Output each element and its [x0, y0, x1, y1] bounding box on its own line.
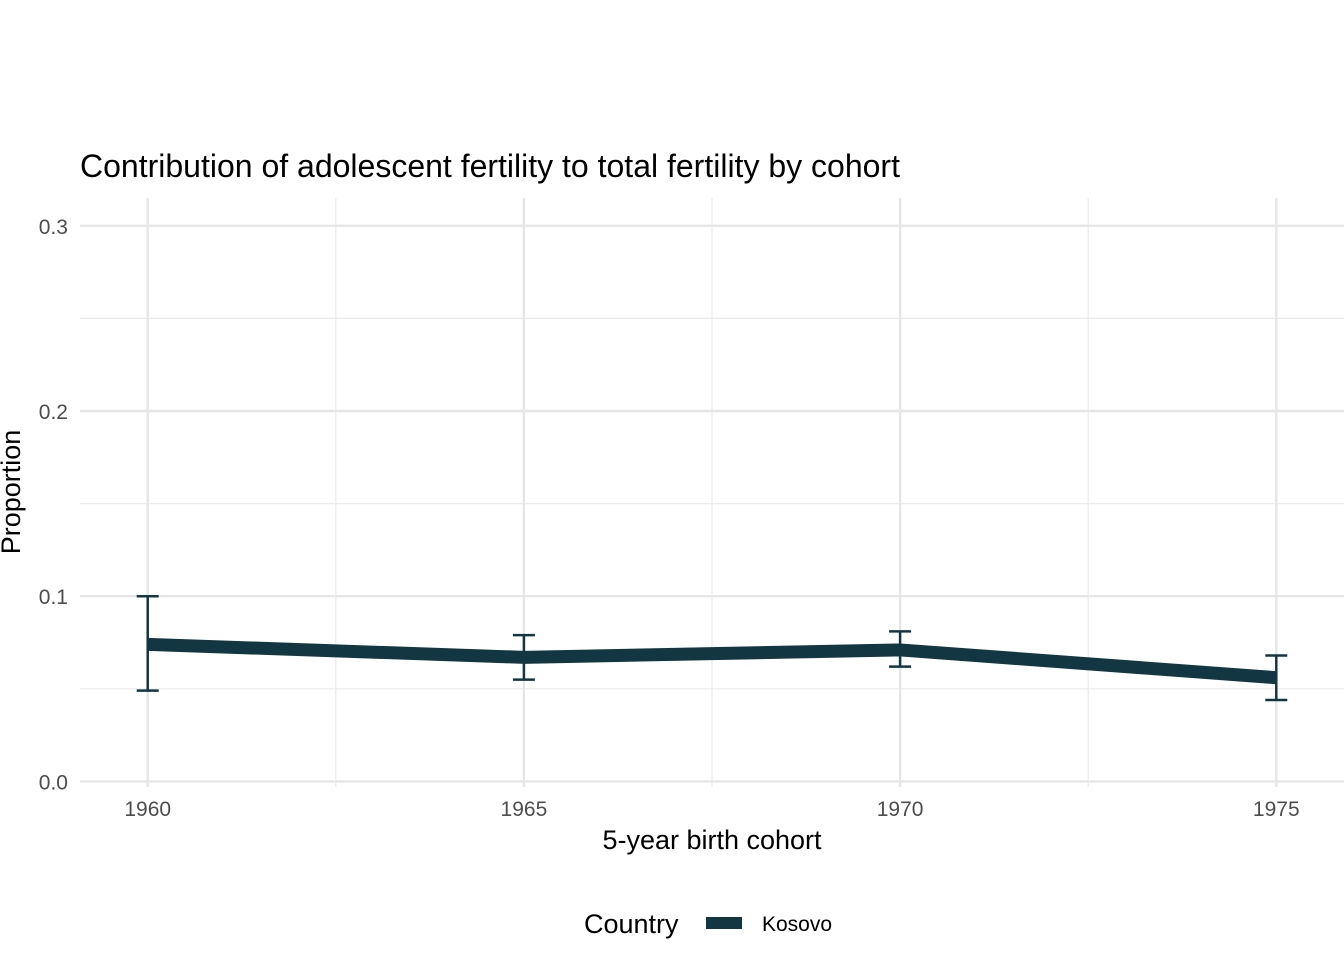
x-tick-label: 1960 — [124, 798, 171, 821]
y-tick-label: 0.0 — [39, 771, 68, 794]
chart-title: Contribution of adolescent fertility to … — [80, 148, 900, 184]
series-line-kosovo — [147, 637, 1277, 685]
y-tick-label: 0.3 — [39, 216, 68, 239]
error-bar — [136, 594, 159, 692]
grid-minor — [80, 198, 1344, 787]
series-layer — [136, 594, 1288, 702]
error-bar — [889, 630, 912, 668]
x-tick-label: 1975 — [1253, 798, 1300, 821]
legend-label-kosovo: Kosovo — [762, 913, 832, 936]
error-bar — [512, 633, 535, 681]
x-axis-title: 5-year birth cohort — [602, 825, 822, 855]
legend: Country Kosovo — [584, 909, 832, 939]
error-bar — [1265, 654, 1288, 702]
y-axis-title: Proportion — [0, 430, 26, 555]
y-axis-ticks: 0.0 0.1 0.2 0.3 — [39, 216, 68, 795]
legend-key-kosovo — [706, 917, 742, 929]
y-tick-label: 0.1 — [39, 586, 68, 609]
y-tick-label: 0.2 — [39, 401, 68, 424]
legend-title: Country — [584, 909, 679, 939]
x-tick-label: 1970 — [877, 798, 924, 821]
x-tick-label: 1965 — [501, 798, 548, 821]
x-axis-ticks: 1960 1965 1970 1975 — [124, 798, 1299, 821]
